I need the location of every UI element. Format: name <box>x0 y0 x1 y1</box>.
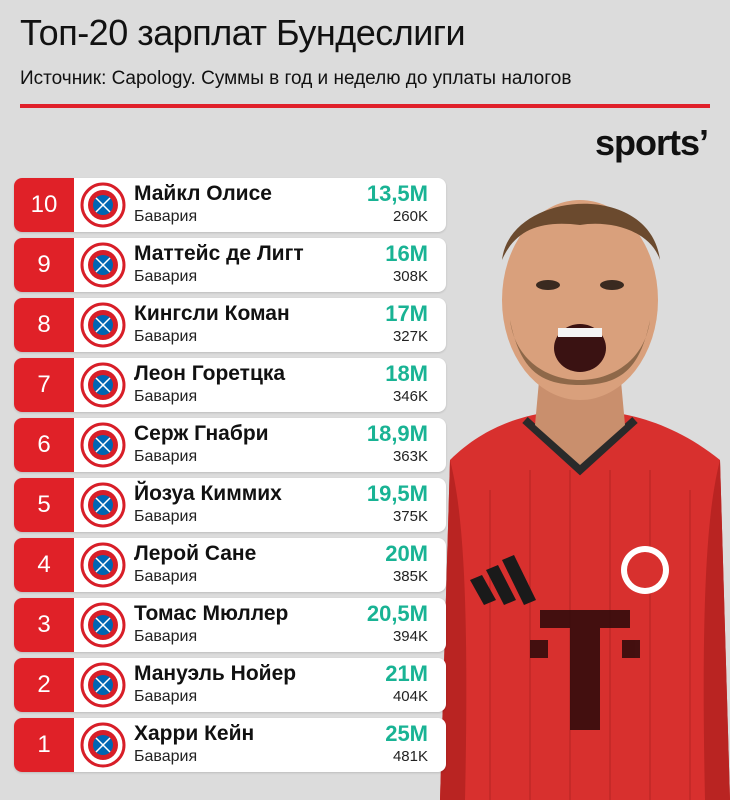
weekly-salary: 346K <box>392 388 428 405</box>
player-photo <box>440 200 730 800</box>
rank-badge: 4 <box>14 538 74 592</box>
fc-bayern-crest-icon <box>80 302 126 348</box>
weekly-salary: 394K <box>392 628 428 645</box>
weekly-salary: 260K <box>392 208 428 225</box>
list-item: 9 Маттейс де Лигт Бавария 16M 308K <box>14 238 446 292</box>
fc-bayern-crest-icon <box>80 722 126 768</box>
player-name: Маттейс де Лигт <box>134 242 304 265</box>
rank-badge: 3 <box>14 598 74 652</box>
annual-salary: 17M <box>385 301 428 326</box>
sports-logo: sports’ <box>594 122 709 163</box>
list-item: 5 Йозуа Киммих Бавария 19,5M 375K <box>14 478 446 532</box>
club-name: Бавария <box>134 328 198 345</box>
list-item: 1 Харри Кейн Бавария 25M 481K <box>14 718 446 772</box>
rank-badge: 5 <box>14 478 74 532</box>
player-name: Харри Кейн <box>134 722 255 745</box>
club-name: Бавария <box>134 568 198 585</box>
fc-bayern-crest-icon <box>80 662 126 708</box>
list-item: 10 Майкл Олисе Бавария 13,5M 260K <box>14 178 446 232</box>
fc-bayern-crest-icon <box>80 482 126 528</box>
club-name: Бавария <box>134 208 198 225</box>
player-name: Серж Гнабри <box>134 422 269 445</box>
list-item: 3 Томас Мюллер Бавария 20,5M 394K <box>14 598 446 652</box>
title-divider <box>20 104 710 108</box>
fc-bayern-crest-icon <box>80 422 126 468</box>
rank-badge: 10 <box>14 178 74 232</box>
club-name: Бавария <box>134 628 198 645</box>
player-name: Леон Горетцка <box>134 362 286 385</box>
weekly-salary: 481K <box>392 748 428 765</box>
club-name: Бавария <box>134 448 198 465</box>
weekly-salary: 327K <box>392 328 428 345</box>
rank-badge: 1 <box>14 718 74 772</box>
list-item: 2 Мануэль Нойер Бавария 21M 404K <box>14 658 446 712</box>
rank-badge: 2 <box>14 658 74 712</box>
rank-badge: 7 <box>14 358 74 412</box>
list-item: 8 Кингсли Коман Бавария 17M 327K <box>14 298 446 352</box>
annual-salary: 20,5M <box>366 601 428 626</box>
player-name: Лерой Сане <box>134 542 257 565</box>
club-name: Бавария <box>134 748 198 765</box>
player-name: Майкл Олисе <box>134 182 272 205</box>
player-name: Мануэль Нойер <box>134 662 297 685</box>
annual-salary: 25M <box>385 721 428 746</box>
weekly-salary: 363K <box>392 448 428 465</box>
annual-salary: 18M <box>385 361 428 386</box>
rank-badge: 8 <box>14 298 74 352</box>
list-item: 7 Леон Горетцка Бавария 18M 346K <box>14 358 446 412</box>
list-item: 4 Лерой Сане Бавария 20M 385K <box>14 538 446 592</box>
club-name: Бавария <box>134 508 198 525</box>
annual-salary: 21M <box>385 661 428 686</box>
fc-bayern-crest-icon <box>80 362 126 408</box>
rank-badge: 9 <box>14 238 74 292</box>
player-name: Йозуа Киммих <box>134 482 282 505</box>
rank-badge: 6 <box>14 418 74 472</box>
weekly-salary: 375K <box>392 508 428 525</box>
weekly-salary: 385K <box>392 568 428 585</box>
fc-bayern-crest-icon <box>80 542 126 588</box>
annual-salary: 13,5M <box>366 181 428 206</box>
page-title: Топ-20 зарплат Бундеслиги <box>20 12 466 53</box>
player-name: Томас Мюллер <box>134 602 289 625</box>
club-name: Бавария <box>134 688 198 705</box>
weekly-salary: 308K <box>392 268 428 285</box>
fc-bayern-crest-icon <box>80 182 126 228</box>
club-name: Бавария <box>134 388 198 405</box>
annual-salary: 18,9M <box>366 421 428 446</box>
fc-bayern-crest-icon <box>80 602 126 648</box>
weekly-salary: 404K <box>392 688 428 705</box>
fc-bayern-crest-icon <box>80 242 126 288</box>
player-name: Кингсли Коман <box>134 302 290 325</box>
annual-salary: 16M <box>385 241 428 266</box>
annual-salary: 20M <box>385 541 428 566</box>
page-subtitle: Источник: Capology. Суммы в год и неделю… <box>20 68 572 89</box>
list-item: 6 Серж Гнабри Бавария 18,9M 363K <box>14 418 446 472</box>
annual-salary: 19,5M <box>366 481 428 506</box>
club-name: Бавария <box>134 268 198 285</box>
